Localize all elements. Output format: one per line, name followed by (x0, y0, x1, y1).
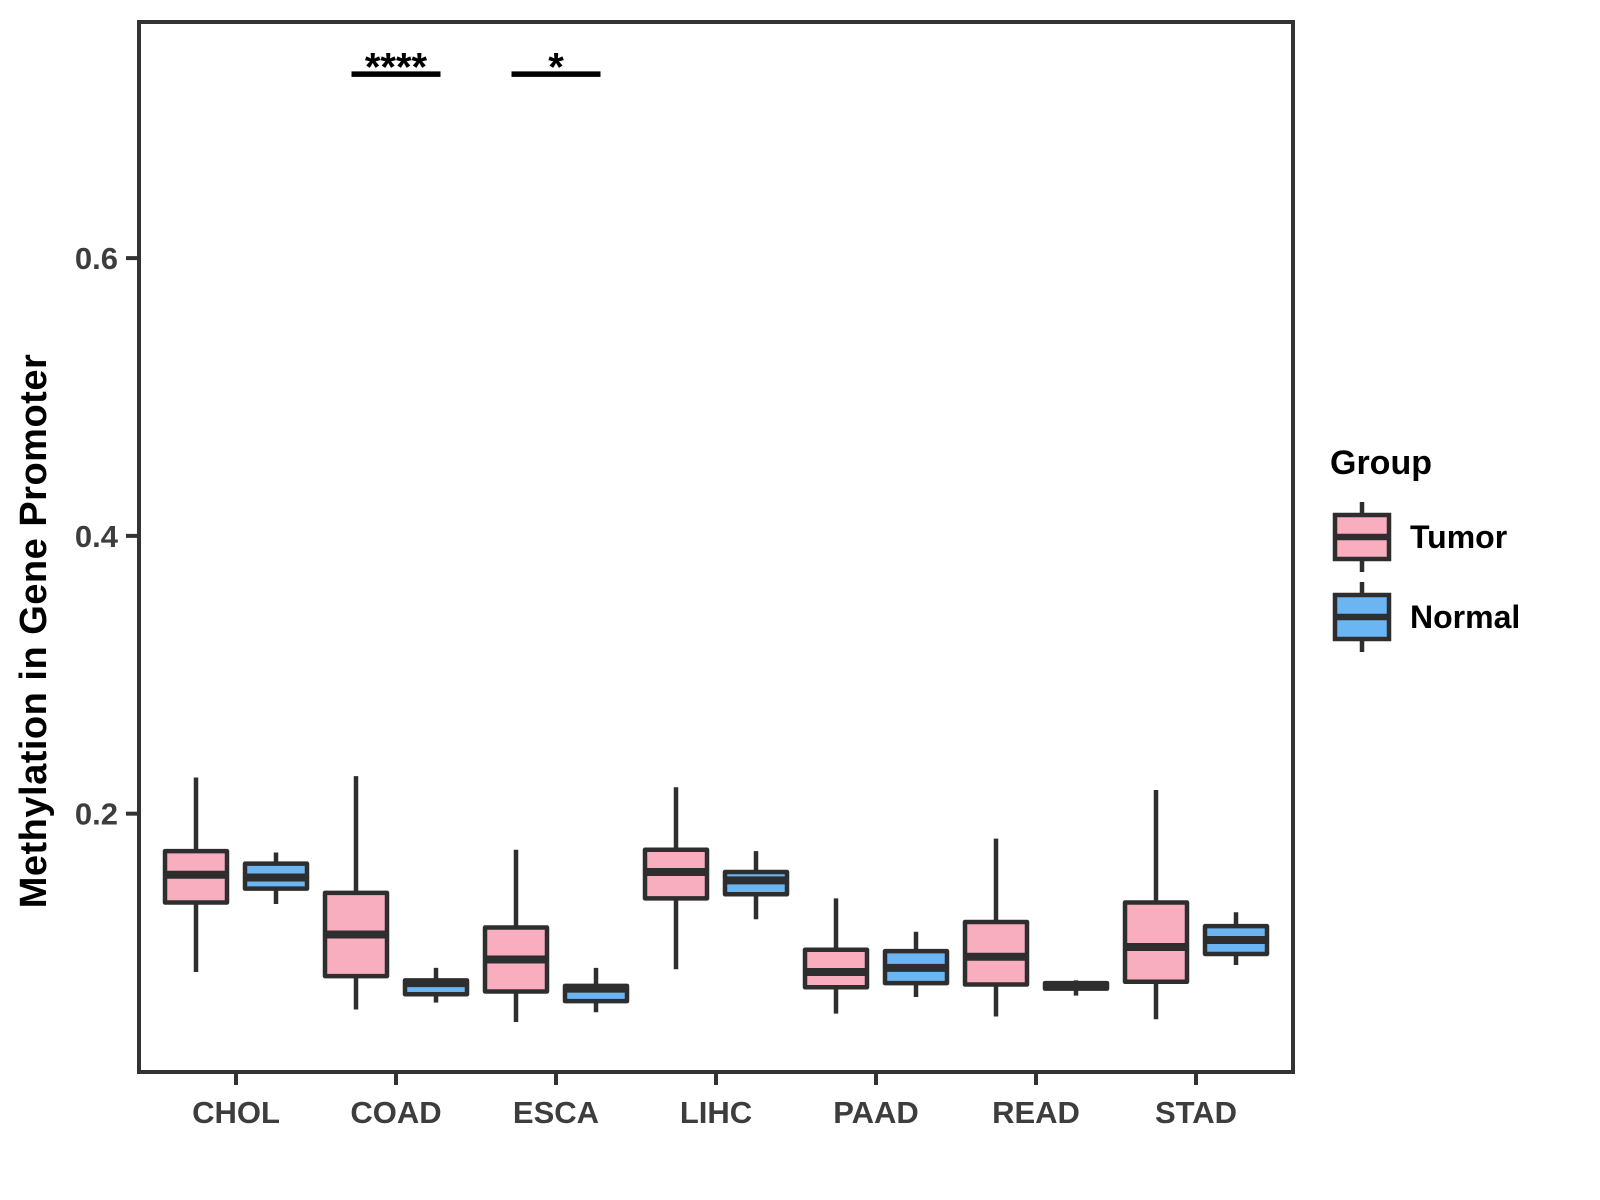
significance-label-coad: **** (365, 45, 428, 89)
legend-normal-boxplot-glyph (1332, 582, 1392, 652)
significance-bar-coad (351, 71, 441, 77)
box-tumor-stad (1122, 900, 1190, 984)
x-tick-label-paad: PAAD (833, 1095, 919, 1130)
x-tick-label-chol: CHOL (192, 1095, 280, 1130)
x-tick-label-stad: STAD (1155, 1095, 1237, 1130)
y-axis-title: Methylation in Gene Promoter (13, 353, 55, 909)
legend-item-tumor: Tumor (1330, 499, 1520, 575)
panel-border (137, 20, 1295, 1074)
x-tick-label-coad: COAD (350, 1095, 441, 1130)
significance-bar-esca (511, 71, 601, 77)
legend-item-normal: Normal (1330, 579, 1520, 655)
legend-label-tumor: Tumor (1410, 518, 1508, 555)
legend-label-normal: Normal (1410, 598, 1521, 635)
x-tick-label-read: READ (992, 1095, 1080, 1130)
y-tick-label: 0.2 (75, 797, 118, 832)
legend-tumor-boxplot-glyph (1332, 502, 1392, 572)
x-tick-label-lihc: LIHC (680, 1095, 752, 1130)
y-tick-label: 0.6 (75, 241, 118, 276)
significance-label-esca: * (548, 45, 564, 89)
x-tick-label-esca: ESCA (513, 1095, 599, 1130)
legend: Group Tumor Normal (1330, 444, 1520, 659)
y-tick-label: 0.4 (75, 519, 119, 554)
legend-title: Group (1330, 444, 1432, 482)
